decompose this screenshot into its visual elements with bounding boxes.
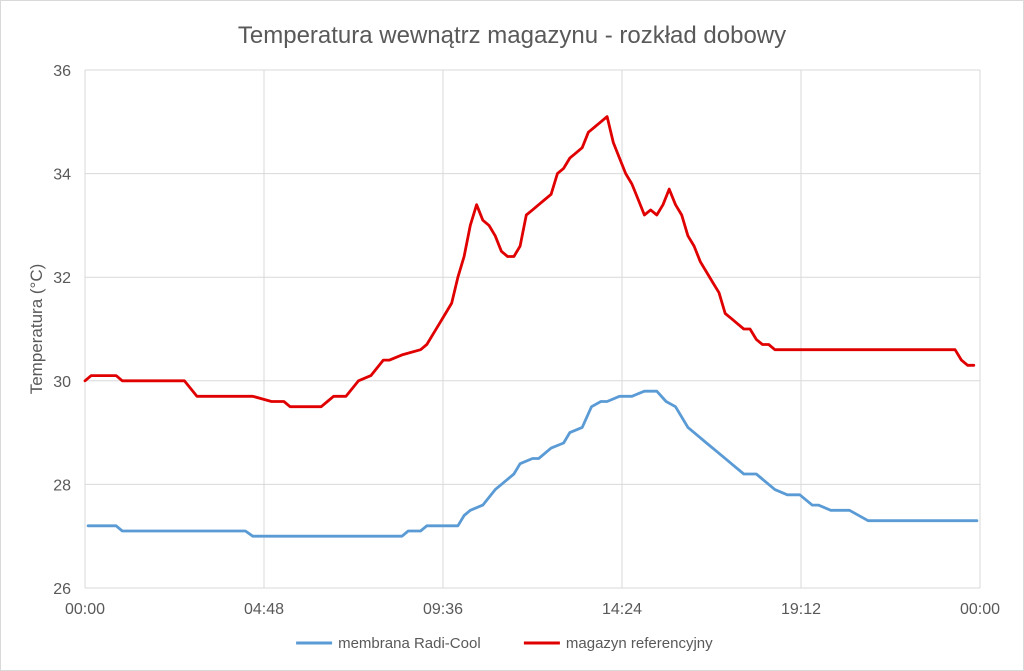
x-tick-label: 04:48 [244,601,284,618]
x-tick-label: 09:36 [423,601,463,618]
y-axis-title: Temperatura (°C) [27,264,46,395]
x-tick-label: 19:12 [781,601,821,618]
legend-label-1: membrana Radi-Cool [338,635,481,652]
series-line-2 [83,115,976,409]
series-line-1 [86,389,979,538]
y-tick-label: 28 [53,477,71,494]
y-tick-label: 36 [53,63,71,80]
y-tick-label: 30 [53,374,71,391]
x-gridlines [84,70,981,588]
y-tick-labels: 26 28 30 32 34 36 [53,63,71,598]
y-tick-label: 32 [53,270,71,287]
y-gridlines [85,69,980,589]
y-tick-label: 26 [53,581,71,598]
x-tick-label: 00:00 [960,601,1000,618]
x-tick-label: 14:24 [602,601,642,618]
legend: membrana Radi-Cool magazyn referencyjny [296,635,713,652]
x-tick-label: 00:00 [65,601,105,618]
legend-label-2: magazyn referencyjny [566,635,713,652]
x-tick-labels: 00:00 04:48 09:36 14:24 19:12 00:00 [65,601,1000,618]
series-lines [83,115,979,538]
y-tick-label: 34 [53,167,71,184]
chart-title: Temperatura wewnątrz magazynu - rozkład … [238,22,786,49]
